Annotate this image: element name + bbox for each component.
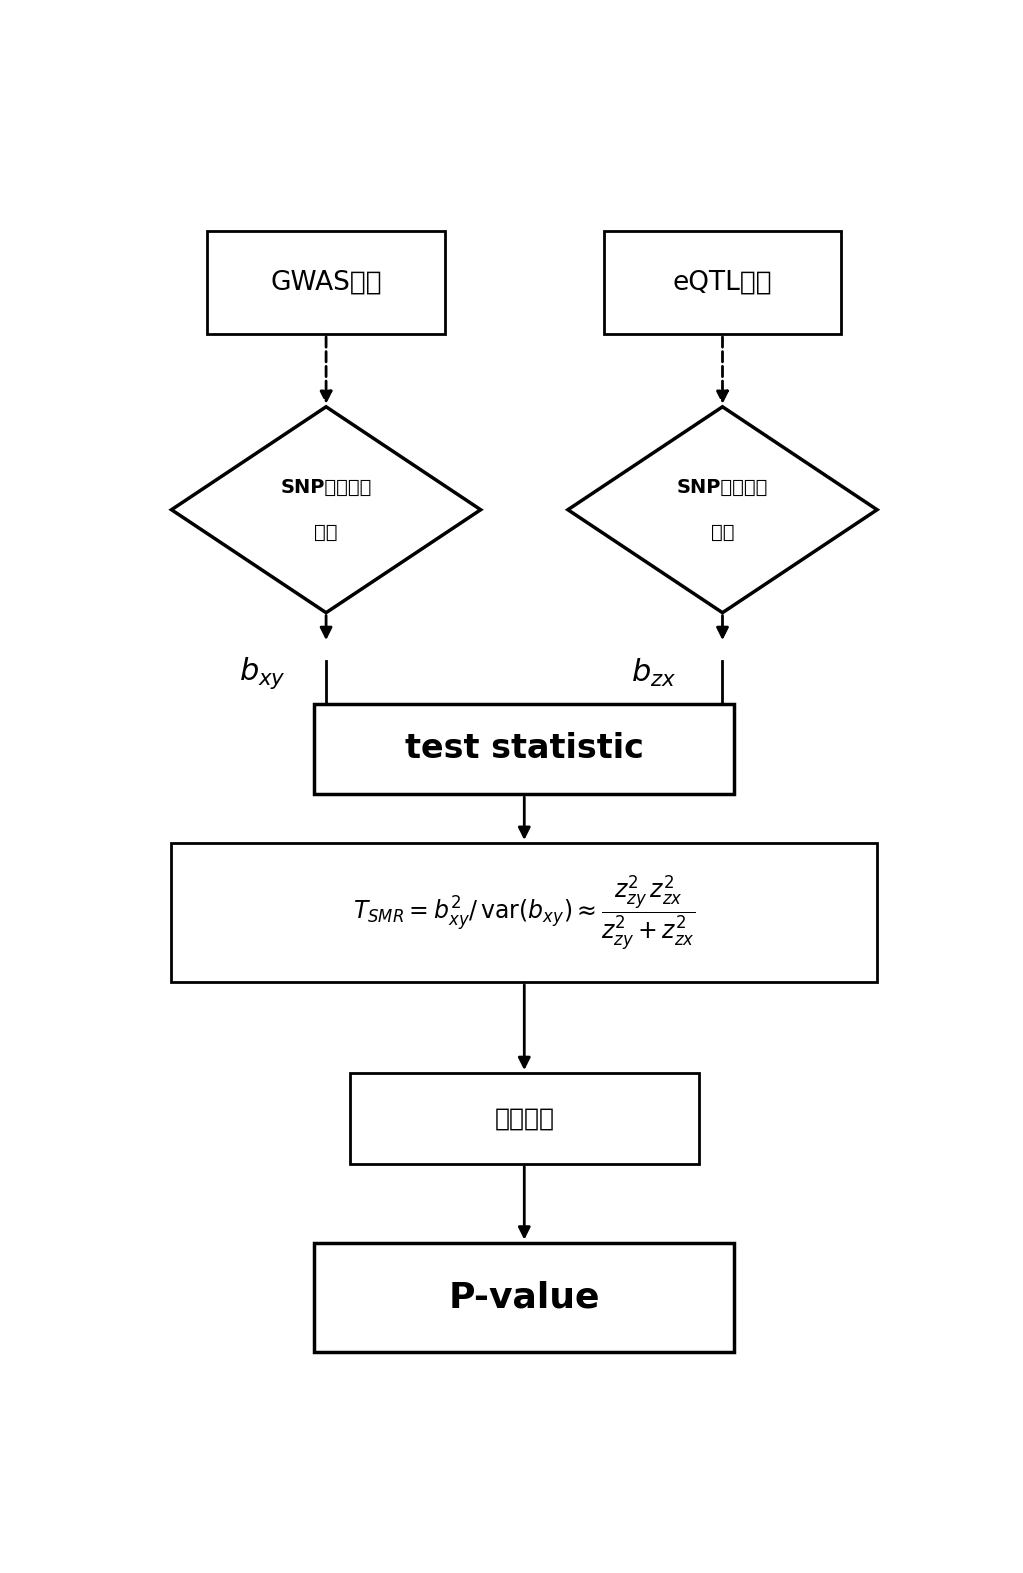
Text: eQTL数据: eQTL数据 [673, 269, 772, 296]
Text: SNP过滤条件: SNP过滤条件 [677, 478, 768, 497]
FancyBboxPatch shape [604, 231, 841, 333]
Text: P-value: P-value [448, 1280, 601, 1313]
Text: 筛选: 筛选 [314, 522, 338, 541]
FancyBboxPatch shape [207, 231, 445, 333]
FancyBboxPatch shape [314, 1243, 735, 1351]
FancyBboxPatch shape [350, 1073, 699, 1164]
Text: $b_{xy}$: $b_{xy}$ [239, 656, 285, 691]
FancyBboxPatch shape [314, 703, 735, 794]
Text: test statistic: test statistic [405, 733, 643, 766]
Polygon shape [172, 407, 481, 612]
Text: GWAS数据: GWAS数据 [270, 269, 382, 296]
Polygon shape [568, 407, 877, 612]
FancyBboxPatch shape [172, 843, 877, 982]
Text: $T_{SMR}=b^2_{xy}/\,\mathrm{var}(b_{xy})\approx\dfrac{z^2_{zy}\,z^2_{zx}}{z^2_{z: $T_{SMR}=b^2_{xy}/\,\mathrm{var}(b_{xy})… [353, 873, 696, 952]
Text: 筛选: 筛选 [711, 522, 735, 541]
Text: SNP过滤条件: SNP过滤条件 [280, 478, 371, 497]
Text: 过滤筛选: 过滤筛选 [494, 1106, 554, 1131]
Text: $b_{zx}$: $b_{zx}$ [631, 658, 676, 689]
